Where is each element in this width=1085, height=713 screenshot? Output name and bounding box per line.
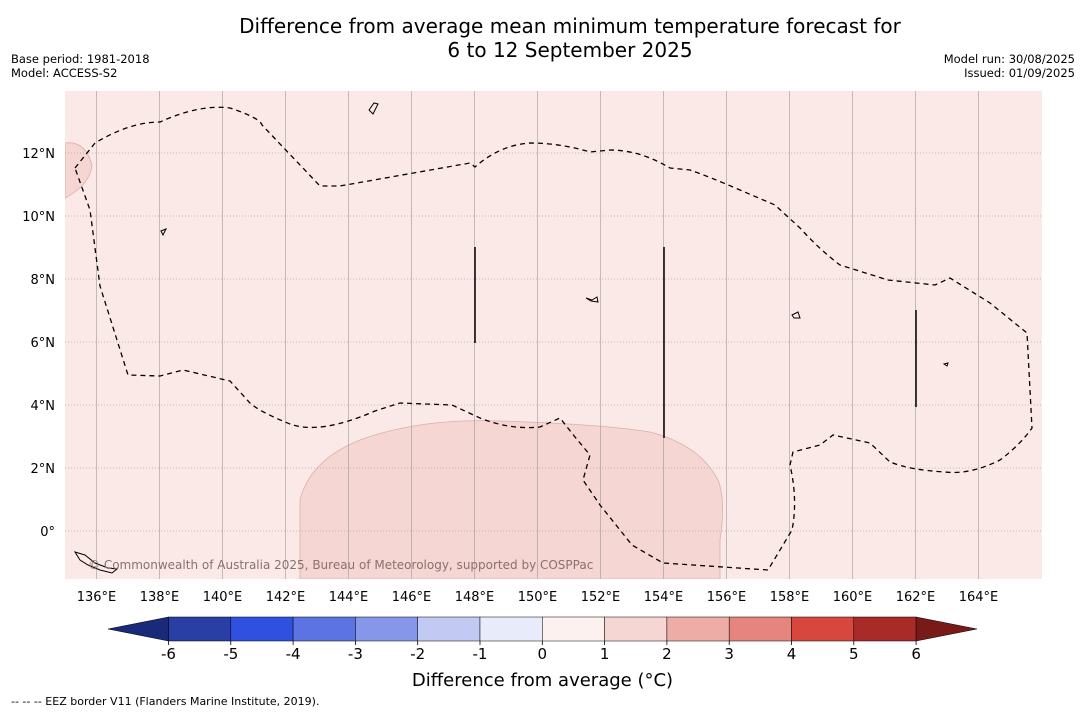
latitude-labels: 12°N 10°N 8°N 6°N 4°N 2°N 0° bbox=[22, 147, 55, 540]
anomaly-region-northwest bbox=[65, 142, 93, 199]
map-plot-area[interactable] bbox=[65, 91, 1042, 579]
png-coastline bbox=[73, 551, 119, 574]
model-run: Model run: 30/08/2025 bbox=[943, 52, 1075, 66]
colorbar-segment bbox=[791, 616, 855, 642]
map-title: Difference from average mean minimum tem… bbox=[0, 14, 1085, 62]
longitude-label: 136°E bbox=[77, 590, 117, 605]
longitude-label: 160°E bbox=[833, 590, 873, 605]
longitude-label: 150°E bbox=[518, 590, 558, 605]
colorbar-tick-label: 2 bbox=[662, 645, 672, 663]
colorbar-tick-label: -6 bbox=[161, 645, 176, 663]
colorbar-segment bbox=[417, 616, 481, 642]
chuuk-coastline bbox=[585, 296, 599, 303]
copyright-credit: © Commonwealth of Australia 2025, Bureau… bbox=[88, 558, 594, 572]
longitude-label: 140°E bbox=[203, 590, 243, 605]
longitude-label: 152°E bbox=[581, 590, 621, 605]
run-info: Model run: 30/08/2025 Issued: 01/09/2025 bbox=[944, 52, 1075, 80]
colorbar-segment bbox=[292, 616, 356, 642]
palau-coastline bbox=[160, 228, 168, 237]
colorbar-tick-label: 6 bbox=[911, 645, 921, 663]
longitude-label: 148°E bbox=[455, 590, 495, 605]
longitude-label: 154°E bbox=[644, 590, 684, 605]
longitude-labels: 136°E 138°E 140°E 142°E 144°E 146°E 148°E 150°E… bbox=[77, 590, 999, 605]
colorbar-label: Difference from average (°C) bbox=[411, 670, 674, 691]
longitude-label: 142°E bbox=[266, 590, 306, 605]
coastlines bbox=[73, 102, 949, 574]
guam-coastline bbox=[368, 102, 379, 115]
title-line-2: 6 to 12 September 2025 bbox=[447, 38, 693, 62]
latitude-label: 8°N bbox=[31, 273, 56, 288]
eez-footnote: -- -- -- EEZ border V11 (Flanders Marine… bbox=[11, 695, 320, 708]
longitude-label: 146°E bbox=[392, 590, 432, 605]
colorbar-segment bbox=[355, 616, 418, 642]
colorbar-tick-label: -1 bbox=[473, 645, 488, 663]
colorbar-tick-label: 3 bbox=[724, 645, 734, 663]
eez-border bbox=[74, 106, 1033, 571]
model-info: Base period: 1981-2018 Model: ACCESS-S2 bbox=[11, 52, 150, 80]
colorbar-segment bbox=[728, 616, 792, 642]
longitude-label: 162°E bbox=[896, 590, 936, 605]
model-name: Model: ACCESS-S2 bbox=[11, 66, 118, 80]
latitude-label: 0° bbox=[40, 525, 55, 540]
title-line-1: Difference from average mean minimum tem… bbox=[239, 14, 901, 38]
issued-date: Issued: 01/09/2025 bbox=[964, 66, 1075, 80]
latitude-label: 6°N bbox=[31, 336, 56, 351]
colorbar: -6 -5 -4 -3 -2 -1 0 1 2 3 4 5 6 bbox=[107, 616, 978, 663]
colorbar-tick-label: -5 bbox=[223, 645, 238, 663]
longitude-label: 158°E bbox=[770, 590, 810, 605]
colorbar-segment bbox=[542, 616, 605, 642]
latitude-label: 10°N bbox=[22, 210, 55, 225]
colorbar-tick-label: 0 bbox=[538, 645, 548, 663]
colorbar-segment bbox=[666, 616, 730, 642]
latitude-label: 4°N bbox=[31, 399, 56, 414]
colorbar-tick-label: -4 bbox=[286, 645, 301, 663]
colorbar-segment bbox=[479, 616, 543, 642]
latitude-label: 12°N bbox=[22, 147, 55, 162]
kosrae-coastline bbox=[942, 362, 949, 367]
colorbar-tick-label: 1 bbox=[600, 645, 610, 663]
colorbar-segment bbox=[604, 616, 668, 642]
longitude-label: 138°E bbox=[140, 590, 180, 605]
colorbar-extend-high bbox=[915, 616, 978, 642]
colorbar-tick-label: -2 bbox=[410, 645, 425, 663]
latitude-label: 2°N bbox=[31, 462, 56, 477]
longitude-label: 144°E bbox=[329, 590, 369, 605]
longitude-label: 164°E bbox=[959, 590, 999, 605]
pohnpei-coastline bbox=[791, 311, 801, 319]
colorbar-segment bbox=[853, 616, 917, 642]
colorbar-segment bbox=[168, 616, 232, 642]
colorbar-tick-label: 5 bbox=[849, 645, 859, 663]
base-period: Base period: 1981-2018 bbox=[11, 52, 150, 66]
colorbar-tick-label: -3 bbox=[348, 645, 363, 663]
longitude-label: 156°E bbox=[707, 590, 747, 605]
colorbar-extend-low bbox=[107, 616, 169, 642]
colorbar-segment bbox=[230, 616, 294, 642]
anomaly-region-south bbox=[299, 420, 723, 579]
colorbar-tick-label: 4 bbox=[787, 645, 797, 663]
